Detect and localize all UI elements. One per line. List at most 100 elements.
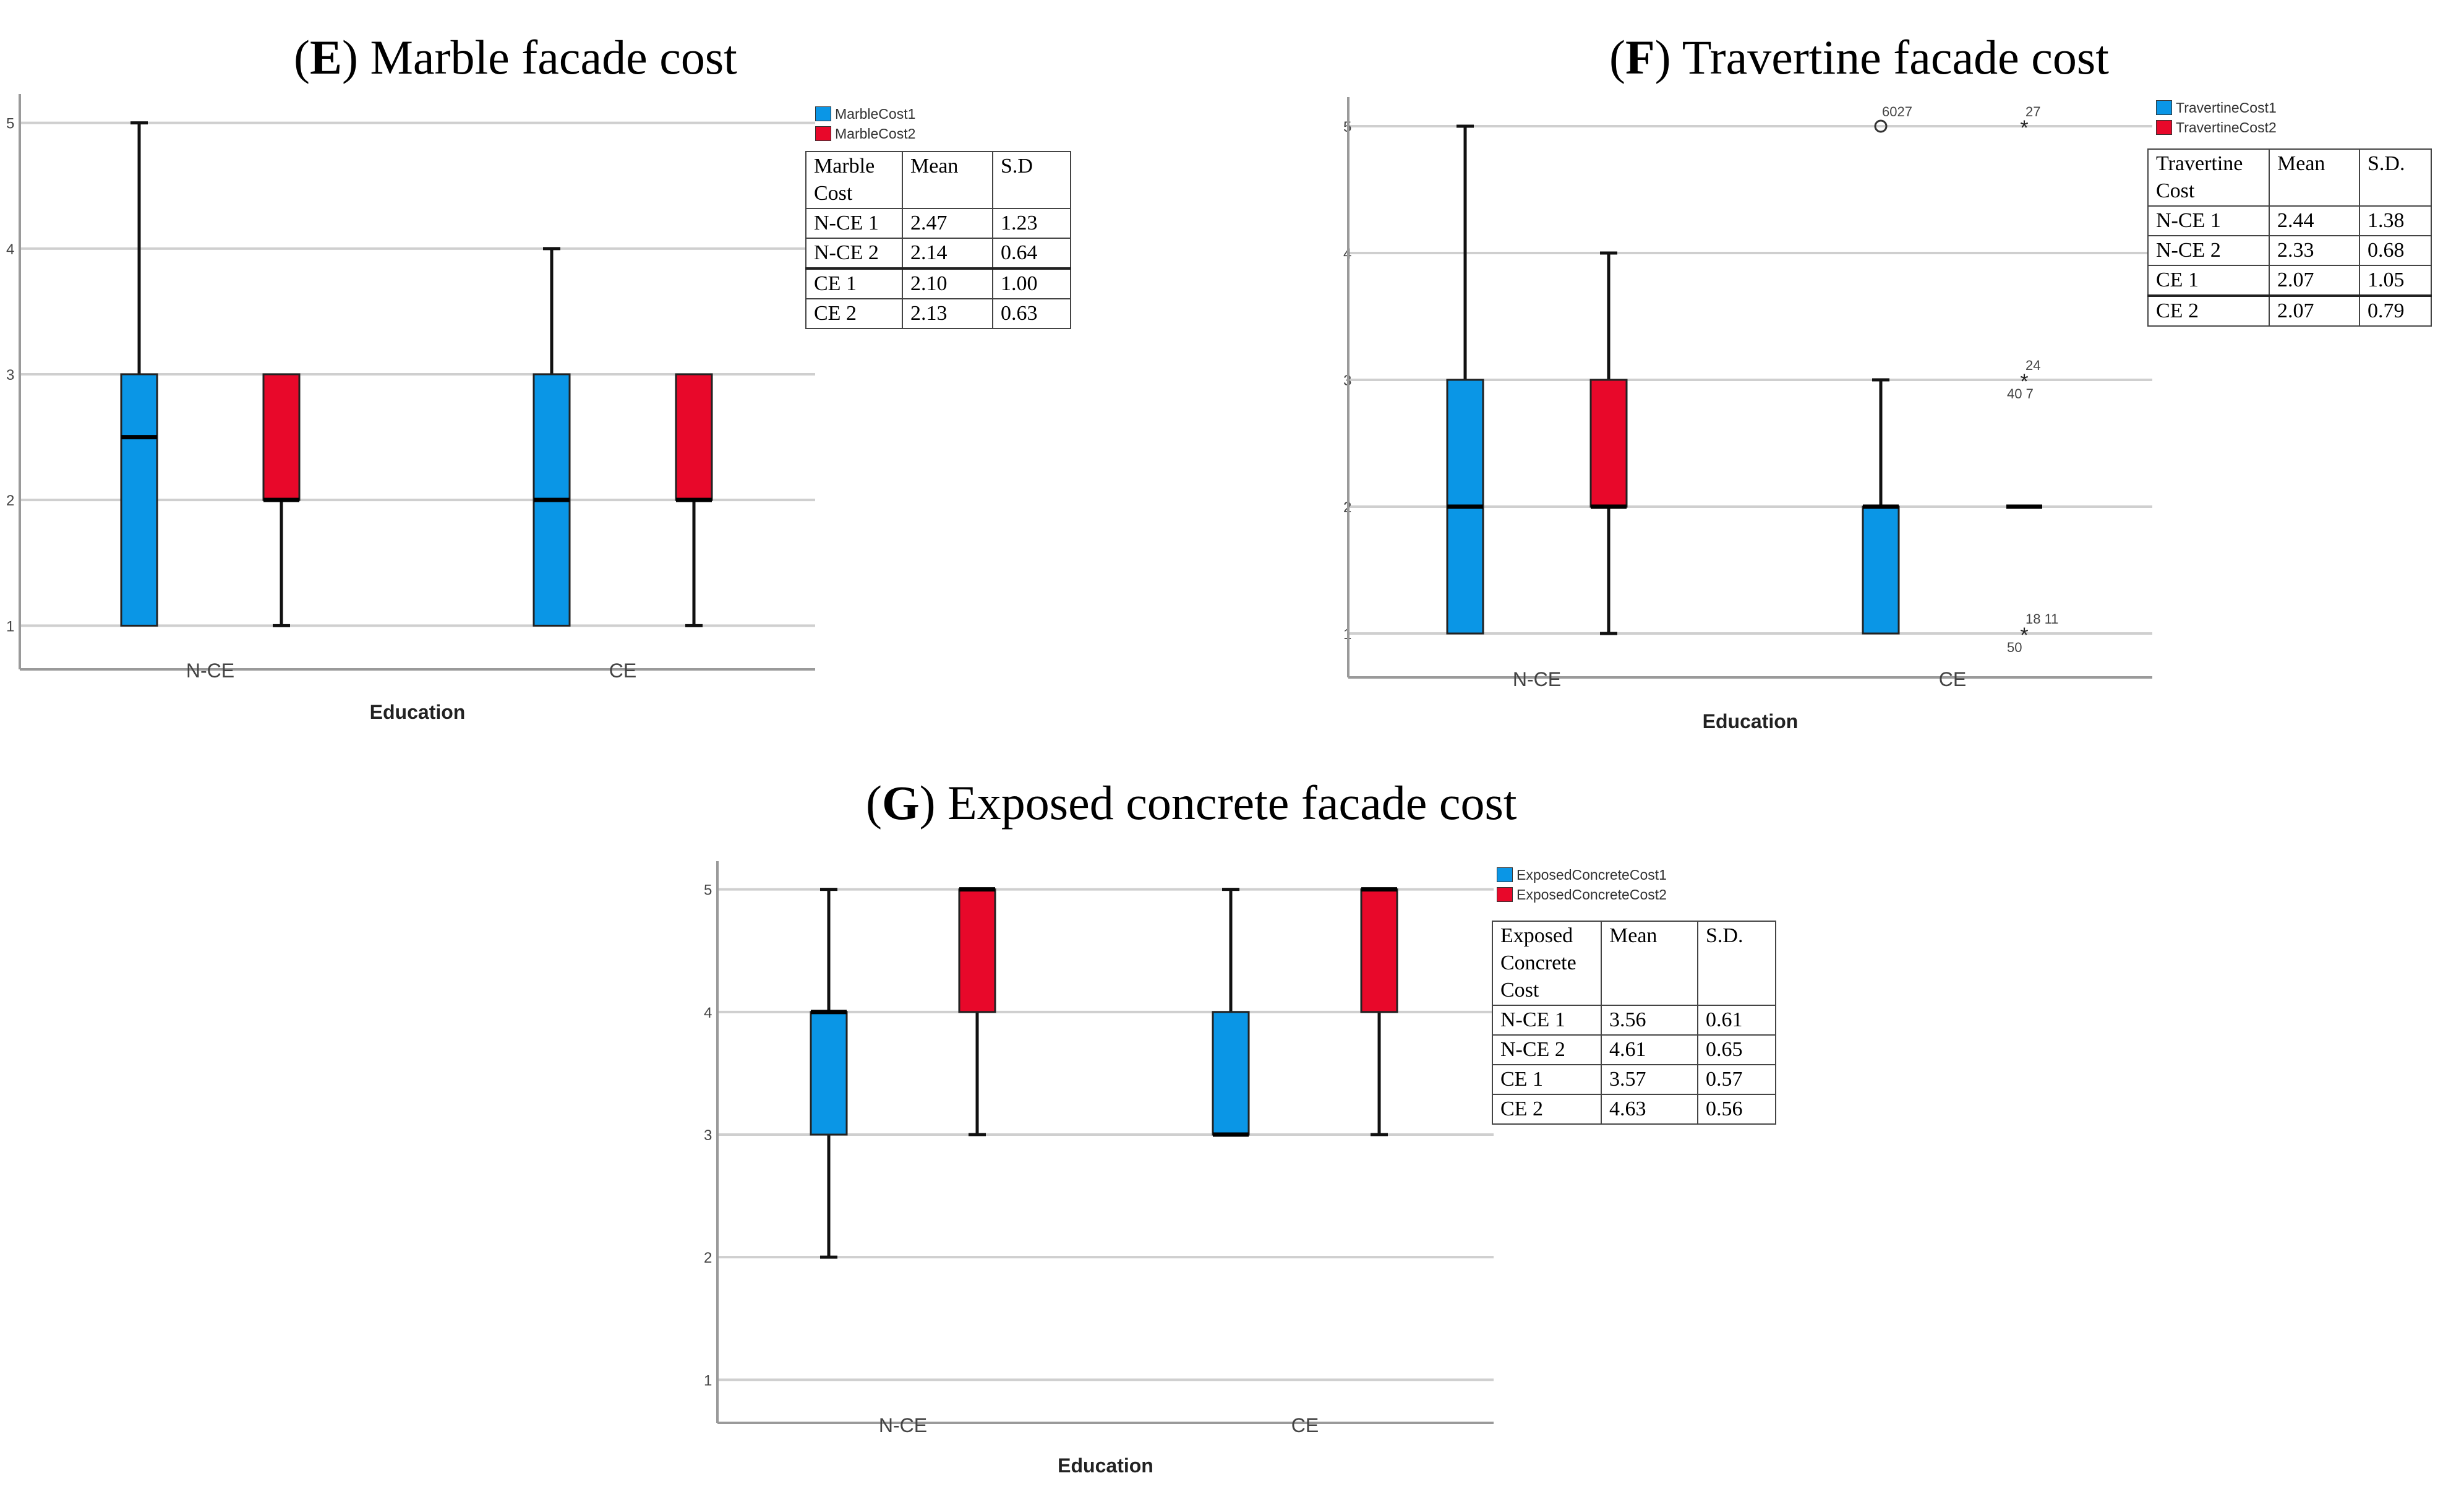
chart-title-f: (F) Travertine facade cost [1609, 30, 2109, 84]
outlier-label: 40 7 [2007, 386, 2034, 401]
legend-item: MarbleCost1 [815, 104, 915, 124]
legend-label: MarbleCost1 [835, 105, 916, 122]
legend-e: MarbleCost1 MarbleCost2 [815, 104, 915, 144]
stats-cell: 0.68 [2359, 235, 2432, 266]
stats-cell: 2.44 [2269, 205, 2360, 236]
y-tick-label: 3 [704, 1127, 712, 1144]
stats-row: CE 1 3.57 0.57 [1492, 1064, 1776, 1095]
y-tick-label: 1 [6, 618, 14, 635]
stats-row: N-CE 1 2.44 1.38 [2147, 205, 2432, 236]
box [958, 888, 996, 1013]
y-tick-label: 2 [704, 1250, 712, 1266]
stats-cell: N-CE 2 [1492, 1034, 1602, 1065]
x-tick-label: N-CE [879, 1414, 927, 1436]
legend-label: TravertineCost1 [2176, 99, 2277, 116]
stats-cell: 0.63 [992, 298, 1071, 329]
box [810, 1011, 848, 1136]
stats-cell: 2.13 [902, 298, 993, 329]
y-tick-label: 4 [6, 241, 14, 258]
legend-item: TravertineCost1 [2156, 98, 2277, 118]
stats-cell: N-CE 1 [805, 208, 903, 239]
stats-header-row: Exposed Concrete Cost Mean S.D. [1492, 921, 1776, 1006]
stats-header-cell: S.D. [1697, 921, 1776, 1006]
legend-g: ExposedConcreteCost1 ExposedConcreteCost… [1497, 865, 1667, 904]
stats-cell: 0.56 [1697, 1094, 1776, 1125]
x-tick-label: N-CE [1513, 668, 1561, 690]
box [1862, 505, 1900, 635]
stats-header-cell: Mean [1601, 921, 1698, 1006]
x-tick-label: CE [1939, 668, 1966, 690]
x-axis-label: Education [1703, 710, 1799, 732]
legend-item: ExposedConcreteCost1 [1497, 865, 1667, 885]
stats-row: N-CE 2 4.61 0.65 [1492, 1034, 1776, 1065]
stats-cell: N-CE 2 [805, 238, 903, 269]
y-tick-label: 5 [6, 116, 14, 132]
legend-swatch [2156, 100, 2172, 115]
stats-cell: 2.14 [902, 238, 993, 269]
stats-header-cell: S.D. [2359, 148, 2432, 207]
y-tick-label: 1 [704, 1372, 712, 1389]
chart-title-letter: E [309, 30, 343, 84]
stats-cell: N-CE 1 [2147, 205, 2270, 236]
stats-cell: 0.79 [2359, 294, 2432, 327]
stats-cell: 3.56 [1601, 1005, 1698, 1036]
stats-cell: 2.07 [2269, 294, 2360, 327]
chart-title-text: Exposed concrete facade cost [948, 776, 1517, 830]
chart-title-text: Travertine facade cost [1682, 30, 2109, 84]
stats-cell: 4.63 [1601, 1094, 1698, 1125]
box [120, 373, 158, 627]
outlier-label: 6027 [1882, 104, 1912, 119]
stats-cell: 0.65 [1697, 1034, 1776, 1065]
x-axis-label: Education [1058, 1454, 1153, 1477]
stats-header-cell: Exposed Concrete Cost [1492, 921, 1602, 1006]
outlier-label: 27 [2026, 104, 2040, 119]
legend-item: MarbleCost2 [815, 124, 915, 144]
outlier-marker: * [2020, 116, 2028, 140]
stats-cell: CE 1 [1492, 1064, 1602, 1095]
legend-f: TravertineCost1 TravertineCost2 [2156, 98, 2277, 137]
legend-label: MarbleCost2 [835, 125, 916, 142]
legend-label: ExposedConcreteCost1 [1516, 866, 1667, 883]
boxplot-chart-g: 1 2 3 4 5 N-CE CE Education [704, 861, 1494, 1477]
stats-cell: CE 2 [805, 298, 903, 329]
chart-title-g: (G) Exposed concrete facade cost [866, 776, 1517, 830]
stats-row: CE 2 2.07 0.79 [2147, 294, 2432, 327]
outlier-label: 24 [2026, 358, 2040, 373]
stats-header-cell: Travertine Cost [2147, 148, 2270, 207]
legend-swatch [1497, 867, 1513, 882]
legend-item: ExposedConcreteCost2 [1497, 885, 1667, 904]
outlier-label: 18 11 [2026, 611, 2058, 627]
stats-header-row: Marble Cost Mean S.D [805, 151, 1071, 209]
y-tick-label: 3 [6, 367, 14, 384]
x-tick-label: N-CE [186, 659, 234, 682]
box [262, 373, 301, 501]
stats-header-cell: Mean [902, 151, 993, 209]
x-tick-label: CE [609, 659, 636, 682]
legend-label: TravertineCost2 [2176, 119, 2277, 135]
stats-table-e: Marble Cost Mean S.D N-CE 1 2.47 1.23 N-CE… [805, 151, 1071, 329]
stats-row: N-CE 2 2.14 0.64 [805, 238, 1071, 269]
stats-cell: 2.47 [902, 208, 993, 239]
stats-row: CE 2 2.13 0.63 [805, 298, 1071, 329]
stats-header-cell: Marble Cost [805, 151, 903, 209]
stats-cell: N-CE 2 [2147, 235, 2270, 266]
stats-row: CE 2 4.63 0.56 [1492, 1094, 1776, 1125]
stats-cell: 2.10 [902, 267, 993, 299]
legend-swatch [2156, 120, 2172, 135]
chart-title-text: Marble facade cost [370, 30, 737, 84]
chart-title-e: (E) Marble facade cost [294, 30, 737, 84]
box [1212, 1011, 1250, 1136]
stats-table-g: Exposed Concrete Cost Mean S.D. N-CE 1 3.… [1492, 921, 1776, 1125]
box [675, 373, 713, 501]
stats-row: N-CE 1 2.47 1.23 [805, 208, 1071, 239]
stats-row: CE 1 2.10 1.00 [805, 267, 1071, 299]
stats-cell: CE 2 [1492, 1094, 1602, 1125]
stats-cell: 1.05 [2359, 265, 2432, 296]
stats-cell: 0.64 [992, 238, 1071, 269]
stats-cell: 1.38 [2359, 205, 2432, 236]
stats-table-f: Travertine Cost Mean S.D. N-CE 1 2.44 1.38… [2147, 148, 2432, 327]
box [1360, 888, 1398, 1013]
y-tick-label: 5 [704, 882, 712, 899]
stats-cell: CE 2 [2147, 294, 2270, 327]
